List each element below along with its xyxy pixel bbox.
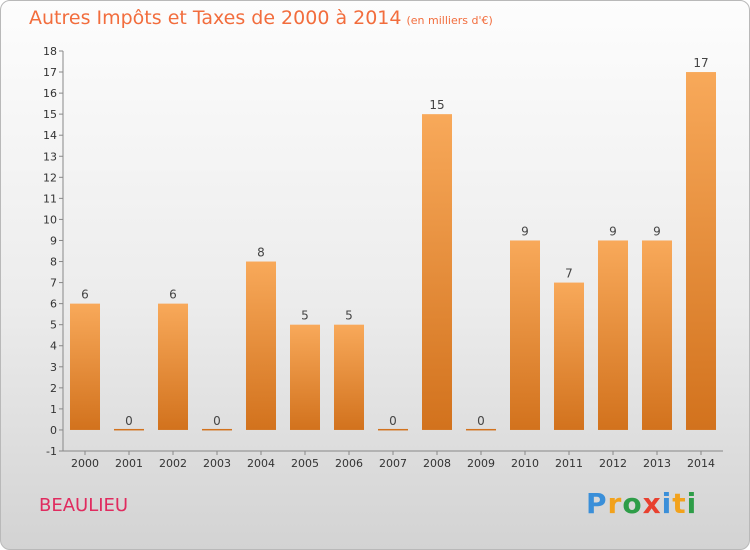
bar [598,240,628,430]
logo-letter: o [622,487,643,520]
y-tick-label: 5 [50,319,57,332]
bar [378,428,408,431]
bar [466,428,496,431]
y-tick-label: 6 [50,298,57,311]
logo-letter: x [642,487,662,520]
y-tick-label: 17 [43,66,57,79]
y-tick-label: 14 [43,129,57,142]
x-tick-label: 2008 [423,457,451,470]
y-tick-label: 18 [43,45,57,58]
bar [686,72,716,430]
y-tick-label: 1 [50,403,57,416]
x-tick-label: 2007 [379,457,407,470]
chart-subtitle: (en milliers d'€) [406,14,493,27]
data-label: 7 [565,267,573,281]
logo-letter: t [672,487,687,520]
bar [554,282,584,430]
data-label: 9 [653,224,661,238]
y-tick-label: 7 [50,277,57,290]
data-label: 5 [345,309,353,323]
chart-title: Autres Impôts et Taxes de 2000 à 2014 (en… [29,7,493,29]
x-tick-label: 2001 [115,457,143,470]
x-tick-label: 2005 [291,457,319,470]
x-tick-label: 2014 [687,457,715,470]
data-label: 0 [389,414,397,428]
y-tick-label: 9 [50,234,57,247]
y-tick-label: 12 [43,171,57,184]
bar [334,324,364,430]
data-label: 8 [257,246,265,260]
x-tick-label: 2003 [203,457,231,470]
x-tick-label: 2012 [599,457,627,470]
y-tick-label: 3 [50,361,57,374]
y-tick-label: 8 [50,256,57,269]
bar [114,428,144,431]
bar [246,261,276,430]
logo-letter: r [607,487,623,520]
data-label: 0 [125,414,133,428]
bar [290,324,320,430]
x-tick-label: 2004 [247,457,275,470]
data-label: 9 [609,224,617,238]
town-name: BEAULIEU [39,495,129,516]
proxiti-logo: Proxiti [586,487,697,520]
data-label: 0 [213,414,221,428]
data-label: 6 [81,288,89,302]
x-tick-label: 2010 [511,457,539,470]
data-label: 0 [477,414,485,428]
x-tick-label: 2000 [71,457,99,470]
data-label: 6 [169,288,177,302]
logo-letter: i [686,487,698,520]
data-label: 9 [521,224,529,238]
y-tick-label: 4 [50,340,57,353]
y-tick-label: 11 [43,192,57,205]
x-tick-label: 2009 [467,457,495,470]
y-tick-label: 0 [50,424,57,437]
bar [70,303,100,430]
y-tick-label: -1 [46,445,57,458]
y-tick-label: 15 [43,108,57,121]
bar [158,303,188,430]
y-tick-label: 2 [50,382,57,395]
x-tick-label: 2002 [159,457,187,470]
x-tick-label: 2011 [555,457,583,470]
data-label: 5 [301,309,309,323]
logo-letter: i [661,487,673,520]
bar [422,114,452,430]
y-tick-label: 16 [43,87,57,100]
y-tick-label: 10 [43,213,57,226]
bar [510,240,540,430]
data-label: 15 [429,98,444,112]
x-tick-label: 2013 [643,457,671,470]
bar [642,240,672,430]
y-tick-label: 13 [43,150,57,163]
data-label: 17 [693,56,708,70]
bar [202,428,232,431]
x-tick-label: 2006 [335,457,363,470]
logo-letter: P [586,487,608,520]
